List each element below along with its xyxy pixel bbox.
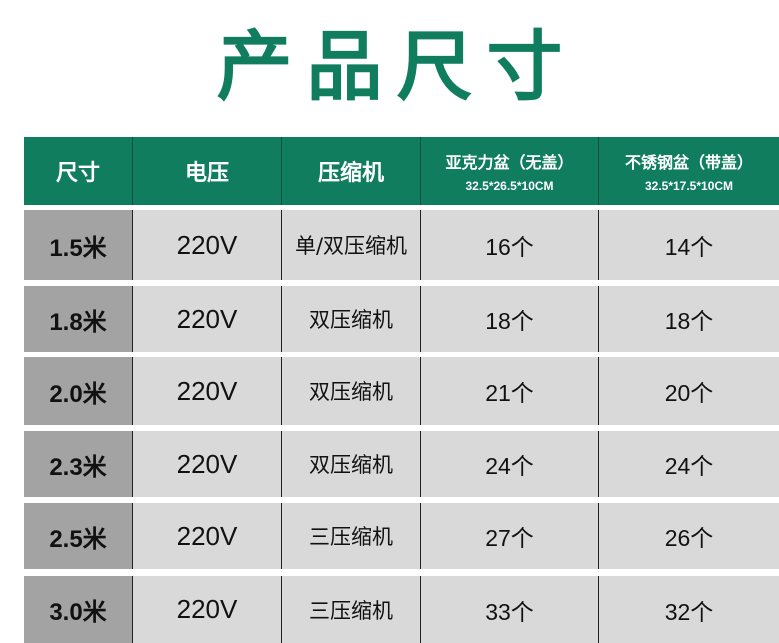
cell-compressor: 双压缩机 [282, 286, 421, 352]
page-title: 产品尺寸 [216, 22, 577, 111]
cell-compressor: 双压缩机 [282, 431, 421, 497]
header-voltage: 电压 [133, 137, 282, 205]
cell-compressor: 三压缩机 [282, 503, 421, 569]
cell-compressor: 双压缩机 [282, 357, 421, 425]
cell-compressor: 三压缩机 [282, 576, 421, 643]
header-acrylic-dimensions: 32.5*26.5*10CM [465, 179, 554, 193]
cell-size: 3.0米 [24, 576, 133, 643]
cell-voltage: 220V [133, 576, 282, 643]
header-steel-dimensions: 32.5*17.5*10CM [644, 179, 734, 193]
cell-steel: 26个 [664, 525, 714, 551]
table-row: 1.8米 220V 双压缩机 18个 18个 [24, 286, 779, 352]
cell-voltage: 220V [133, 431, 282, 497]
header-size: 尺寸 [24, 137, 133, 205]
cell-steel: 18个 [664, 308, 714, 334]
cell-voltage: 220V [133, 286, 282, 352]
table-header: 尺寸 电压 压缩机 亚克力盆（无盖） 32.5*26.5*10CM 不锈钢盆（带盖… [24, 137, 779, 205]
cell-size: 2.0米 [24, 357, 133, 425]
cell-acrylic: 33个 [421, 576, 599, 643]
cell-voltage: 220V [133, 503, 282, 569]
header-acrylic: 亚克力盆（无盖） 32.5*26.5*10CM [421, 137, 599, 205]
table-row: 2.0米 220V 双压缩机 21个 20个 [24, 357, 779, 425]
header-steel: 不锈钢盆（带盖） 32.5*17.5*10CM [599, 137, 779, 205]
cell-voltage: 220V [133, 210, 282, 280]
cell-acrylic: 16个 [421, 210, 599, 280]
table-row: 2.5米 220V 三压缩机 27个 26个 [24, 503, 779, 569]
cell-acrylic: 21个 [421, 357, 599, 425]
header-compressor: 压缩机 [282, 137, 421, 205]
cell-acrylic: 24个 [421, 431, 599, 497]
header-steel-label: 不锈钢盆（带盖） [624, 153, 753, 172]
header-size-label: 尺寸 [55, 161, 100, 186]
header-compressor-label: 压缩机 [317, 161, 384, 186]
cell-voltage: 220V [133, 357, 282, 425]
cell-steel: 20个 [664, 380, 714, 406]
cell-size: 1.8米 [24, 286, 133, 352]
cell-steel: 14个 [664, 234, 714, 260]
table-row: 3.0米 220V 三压缩机 33个 32个 [24, 576, 779, 643]
cell-acrylic: 18个 [421, 286, 599, 352]
cell-acrylic: 27个 [421, 503, 599, 569]
cell-size: 2.5米 [24, 503, 133, 569]
cell-size: 2.3米 [24, 431, 133, 497]
header-voltage-label: 电压 [184, 161, 229, 186]
cell-steel: 24个 [664, 453, 714, 479]
cell-compressor: 单/双压缩机 [282, 210, 421, 280]
cell-steel: 32个 [664, 598, 714, 625]
cell-size: 1.5米 [24, 210, 133, 280]
header-acrylic-label: 亚克力盆（无盖） [445, 153, 574, 172]
table-row: 1.5米 220V 单/双压缩机 16个 14个 [24, 210, 779, 280]
table-row: 2.3米 220V 双压缩机 24个 24个 [24, 431, 779, 497]
